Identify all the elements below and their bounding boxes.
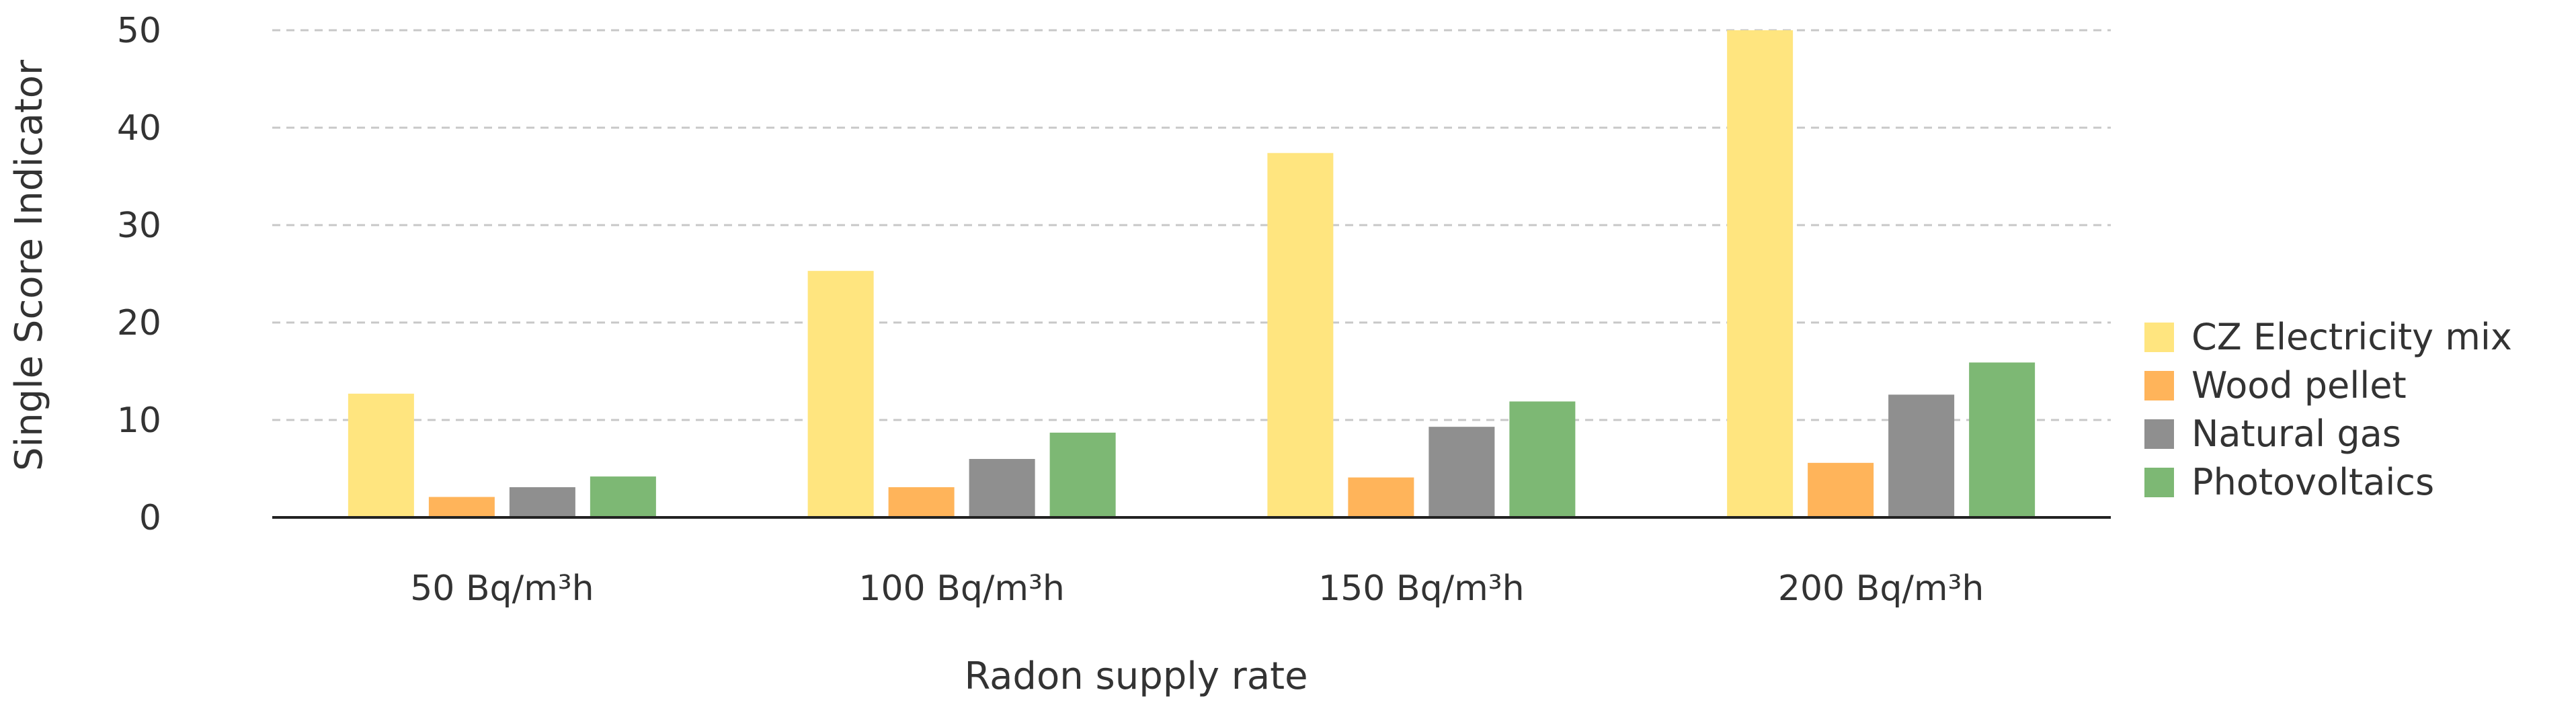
x-tick-label: 100 Bq/m³h bbox=[858, 568, 1064, 609]
x-axis-title: Radon supply rate bbox=[964, 654, 1307, 698]
y-tick-label: 10 bbox=[117, 400, 161, 441]
bar-natural-gas-3 bbox=[1428, 427, 1495, 517]
bar-natural-gas-1 bbox=[509, 487, 575, 517]
legend-swatch bbox=[2144, 371, 2174, 400]
bar-cz-electricity-mix-1 bbox=[348, 393, 414, 517]
bar-wood-pellet-2 bbox=[888, 487, 955, 517]
bar-cz-electricity-mix-3 bbox=[1267, 153, 1334, 517]
legend-label: Wood pellet bbox=[2191, 364, 2407, 407]
y-tick-label: 50 bbox=[117, 11, 161, 51]
bar-cz-electricity-mix-4 bbox=[1727, 30, 1794, 517]
bar-natural-gas-2 bbox=[969, 459, 1035, 517]
legend-label: Photovoltaics bbox=[2191, 461, 2434, 503]
legend-label: CZ Electricity mix bbox=[2191, 316, 2512, 358]
bar-photovoltaics-4 bbox=[1969, 362, 2036, 517]
bar-wood-pellet-1 bbox=[428, 497, 495, 517]
x-tick-label: 200 Bq/m³h bbox=[1778, 568, 1984, 609]
legend-swatch bbox=[2144, 323, 2174, 352]
bar-photovoltaics-1 bbox=[590, 476, 656, 517]
bar-photovoltaics-3 bbox=[1509, 401, 1576, 517]
gridlines bbox=[272, 29, 2111, 421]
y-tick-label: 40 bbox=[117, 108, 161, 149]
legend-swatch bbox=[2144, 468, 2174, 497]
bar-natural-gas-4 bbox=[1888, 394, 1955, 517]
bars bbox=[348, 30, 2036, 517]
y-tick-label: 20 bbox=[117, 303, 161, 343]
bar-wood-pellet-3 bbox=[1348, 477, 1414, 517]
x-tick-label: 150 Bq/m³h bbox=[1318, 568, 1524, 609]
legend-label: Natural gas bbox=[2191, 413, 2401, 455]
x-tick-label: 50 Bq/m³h bbox=[410, 568, 594, 609]
y-axis-title: Single Score Indicator bbox=[7, 59, 51, 471]
y-tick-label: 0 bbox=[139, 498, 161, 538]
legend: CZ Electricity mix Wood pellet Natural gas… bbox=[2144, 316, 2512, 503]
bar-wood-pellet-4 bbox=[1808, 462, 1874, 517]
y-tick-label: 30 bbox=[117, 206, 161, 246]
y-tick-labels: 0 10 20 30 40 50 bbox=[117, 11, 161, 538]
bar-cz-electricity-mix-2 bbox=[807, 271, 874, 517]
bar-photovoltaics-2 bbox=[1049, 432, 1116, 517]
x-tick-labels: 50 Bq/m³h 100 Bq/m³h 150 Bq/m³h 200 Bq/m³h bbox=[410, 568, 1984, 609]
legend-swatch bbox=[2144, 419, 2174, 449]
